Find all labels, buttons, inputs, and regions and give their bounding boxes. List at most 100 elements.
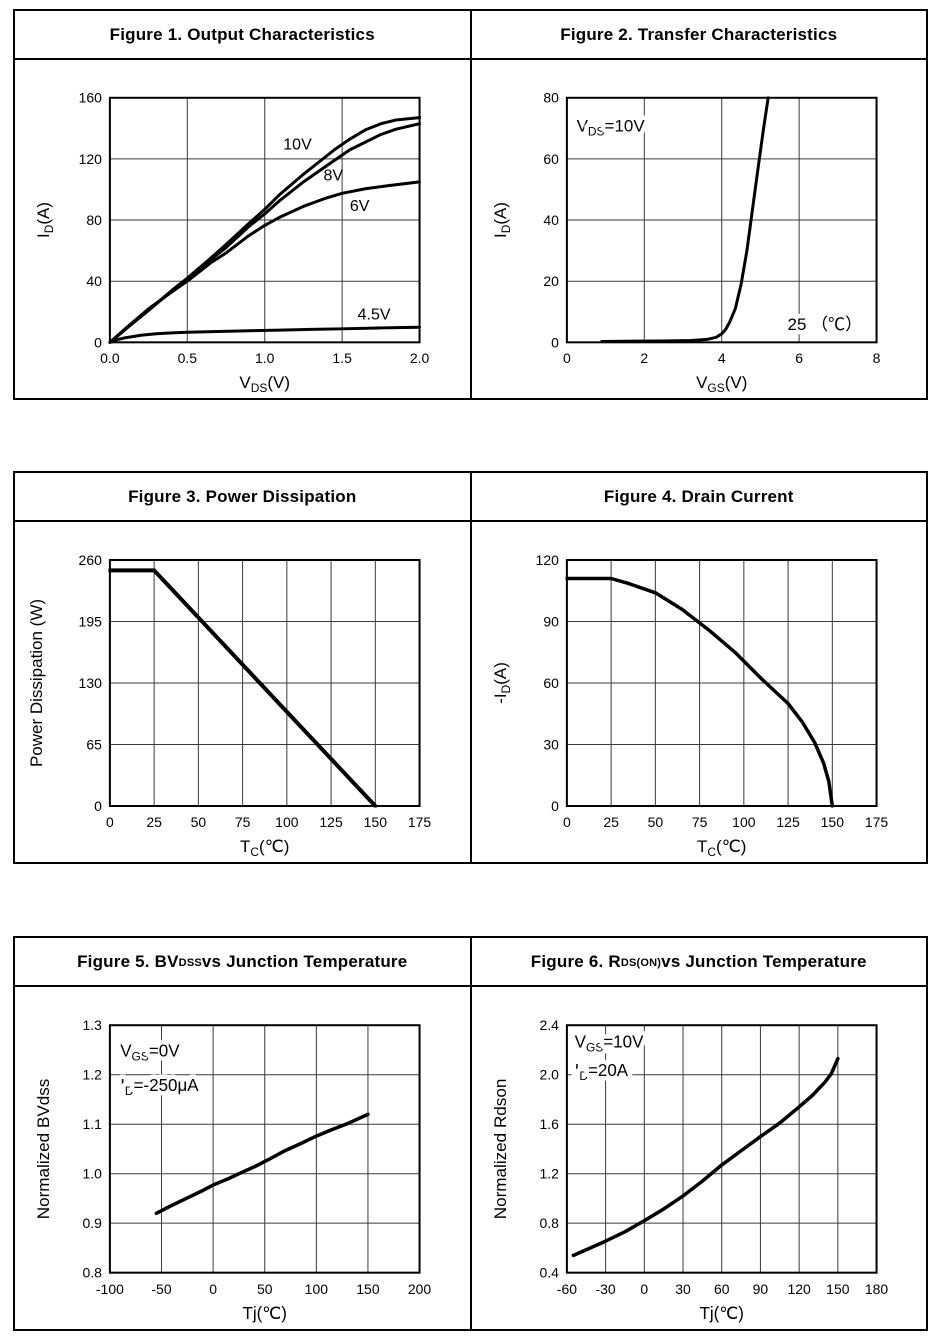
svg-text:120: 120	[535, 552, 559, 568]
figure-3-title: Figure 3. Power Dissipation	[15, 473, 472, 520]
svg-text:Tj(℃): Tj(℃)	[699, 1304, 744, 1323]
svg-text:-60: -60	[556, 1281, 576, 1297]
svg-text:Power Dissipation (W): Power Dissipation (W)	[27, 599, 46, 767]
svg-text:100: 100	[275, 814, 299, 830]
svg-text:-ID(A): -ID(A)	[490, 662, 512, 704]
svg-text:0: 0	[551, 334, 559, 350]
svg-text:2: 2	[640, 350, 648, 366]
svg-text:60: 60	[543, 675, 559, 691]
svg-text:125: 125	[776, 814, 800, 830]
figure-6-title: Figure 6. R DS(ON) vs Junction Temperatur…	[530, 951, 867, 971]
svg-text:VGS=10V: VGS=10V	[574, 1032, 643, 1054]
power-dissipation-chart: 0 25 50 75 100 125 150 175 0 65 130 195 260 TC(℃) Powe…	[27, 552, 432, 859]
svg-text:0: 0	[94, 334, 102, 350]
svg-text:175: 175	[408, 814, 432, 830]
panel-2-body: 0 25 50 75 100 125 150 175 0 65 130 195 260 TC(℃) Powe…	[15, 522, 926, 862]
svg-text:50: 50	[191, 814, 207, 830]
svg-text:1.3: 1.3	[82, 1017, 102, 1033]
svg-text:2.0: 2.0	[410, 350, 430, 366]
svg-text:1.6: 1.6	[539, 1116, 559, 1132]
figure-4-title: Figure 4. Drain Current	[603, 486, 794, 506]
svg-text:0: 0	[94, 798, 102, 814]
svg-text:1.0: 1.0	[82, 1166, 102, 1182]
figure-6-chart-cell: -60 -30 0 30 60 90 120 150 180 0.4 0.8 1.2 1.6 2.0 2.4…	[472, 987, 927, 1329]
svg-text:8V: 8V	[324, 167, 344, 184]
svg-text:0.8: 0.8	[82, 1265, 102, 1281]
svg-text:195: 195	[79, 613, 103, 629]
svg-text:0: 0	[640, 1281, 648, 1297]
svg-text:0.5: 0.5	[178, 350, 198, 366]
svg-text:160: 160	[79, 90, 103, 106]
svg-text:65: 65	[86, 736, 102, 752]
svg-text:0.4: 0.4	[539, 1265, 559, 1281]
svg-text:2.0: 2.0	[539, 1067, 559, 1083]
figure-2-chart-cell: 0 2 4 6 8 0 20 40 60 80 VGS(V) ID(A) VDS=10V 25 （℃）	[472, 60, 927, 398]
svg-text:120: 120	[79, 151, 103, 167]
svg-text:4.5V: 4.5V	[358, 306, 391, 323]
figure-5-title: Figure 5. BV DSS vs Junction Temperature	[15, 938, 472, 985]
figure-panel-3-4: Figure 3. Power Dissipation Figure 4. Dr…	[13, 471, 928, 864]
svg-text:30: 30	[543, 736, 559, 752]
svg-text:0: 0	[209, 1281, 217, 1297]
svg-text:60: 60	[713, 1281, 729, 1297]
svg-text:TC(℃): TC(℃)	[697, 837, 746, 859]
svg-text:Normalized BVdss: Normalized BVdss	[34, 1079, 53, 1220]
svg-text:1.2: 1.2	[82, 1067, 102, 1083]
panel-1-header: Figure 1. Output Characteristics Figure …	[15, 11, 926, 60]
svg-text:-100: -100	[96, 1281, 124, 1297]
svg-text:0: 0	[563, 350, 571, 366]
output-characteristics-chart: 10V 8V 6V 4.5V 0.0 0.5 1.0 1.5 2.0 0 40 80 120 160 VDS…	[34, 90, 430, 395]
svg-text:60: 60	[543, 151, 559, 167]
panel-1-body: 10V 8V 6V 4.5V 0.0 0.5 1.0 1.5 2.0 0 40 80 120 160 VDS…	[15, 60, 926, 398]
svg-text:80: 80	[86, 212, 102, 228]
svg-text:20: 20	[543, 273, 559, 289]
svg-text:1.1: 1.1	[82, 1116, 102, 1132]
figure-panel-5-6: Figure 5. BV DSS vs Junction Temperature …	[13, 936, 928, 1331]
figure-4-chart-cell: 0 25 50 75 100 125 150 175 0 30 60 90 120 TC(℃) -ID(A)	[472, 522, 927, 862]
svg-text:25: 25	[603, 814, 619, 830]
svg-text:120: 120	[787, 1281, 811, 1297]
svg-text:Tj(℃): Tj(℃)	[242, 1304, 287, 1323]
svg-text:150: 150	[364, 814, 388, 830]
svg-text:1.0: 1.0	[255, 350, 275, 366]
svg-text:6: 6	[795, 350, 803, 366]
svg-text:40: 40	[543, 212, 559, 228]
svg-text:175: 175	[864, 814, 888, 830]
figure-panel-1-2: Figure 1. Output Characteristics Figure …	[13, 9, 928, 400]
figure-3-chart-cell: 0 25 50 75 100 125 150 175 0 65 130 195 260 TC(℃) Powe…	[15, 522, 472, 862]
svg-text:-30: -30	[595, 1281, 615, 1297]
svg-text:200: 200	[408, 1281, 432, 1297]
svg-text:25: 25	[146, 814, 162, 830]
figure-5-chart-cell: -100 -50 0 50 100 150 200 0.8 0.9 1.0 1.1 1.2 1.3 Tj(…	[15, 987, 472, 1329]
svg-text:0.0: 0.0	[100, 350, 120, 366]
svg-text:0.8: 0.8	[539, 1215, 559, 1231]
svg-text:150: 150	[820, 814, 844, 830]
svg-text:VGS(V): VGS(V)	[696, 373, 747, 395]
panel-3-header: Figure 5. BV DSS vs Junction Temperature …	[15, 938, 926, 987]
svg-text:-50: -50	[151, 1281, 171, 1297]
svg-text:50: 50	[647, 814, 663, 830]
svg-text:100: 100	[305, 1281, 329, 1297]
svg-text:260: 260	[79, 552, 103, 568]
svg-text:50: 50	[257, 1281, 273, 1297]
svg-text:VGS=0V: VGS=0V	[120, 1041, 180, 1063]
svg-text:10V: 10V	[283, 137, 312, 154]
svg-text:150: 150	[356, 1281, 380, 1297]
svg-text:8: 8	[872, 350, 880, 366]
svg-text:VDS=10V: VDS=10V	[576, 116, 645, 138]
drain-current-chart: 0 25 50 75 100 125 150 175 0 30 60 90 120 TC(℃) -ID(A)	[490, 552, 888, 859]
svg-text:ID=20A: ID=20A	[574, 1061, 628, 1083]
svg-text:80: 80	[543, 90, 559, 106]
svg-text:150: 150	[826, 1281, 850, 1297]
svg-text:130: 130	[79, 675, 103, 691]
panel-2-header: Figure 3. Power Dissipation Figure 4. Dr…	[15, 473, 926, 522]
figure-2-title: Figure 2. Transfer Characteristics	[560, 24, 838, 44]
figure-1-chart-cell: 10V 8V 6V 4.5V 0.0 0.5 1.0 1.5 2.0 0 40 80 120 160 VDS…	[15, 60, 472, 398]
svg-text:100: 100	[732, 814, 756, 830]
svg-text:VDS(V): VDS(V)	[239, 373, 290, 395]
svg-text:TC(℃): TC(℃)	[240, 837, 289, 859]
svg-text:0: 0	[106, 814, 114, 830]
rdson-vs-temperature-chart: -60 -30 0 30 60 90 120 150 180 0.4 0.8 1.2 1.6 2.0 2.4…	[491, 1017, 888, 1323]
svg-text:75: 75	[235, 814, 251, 830]
